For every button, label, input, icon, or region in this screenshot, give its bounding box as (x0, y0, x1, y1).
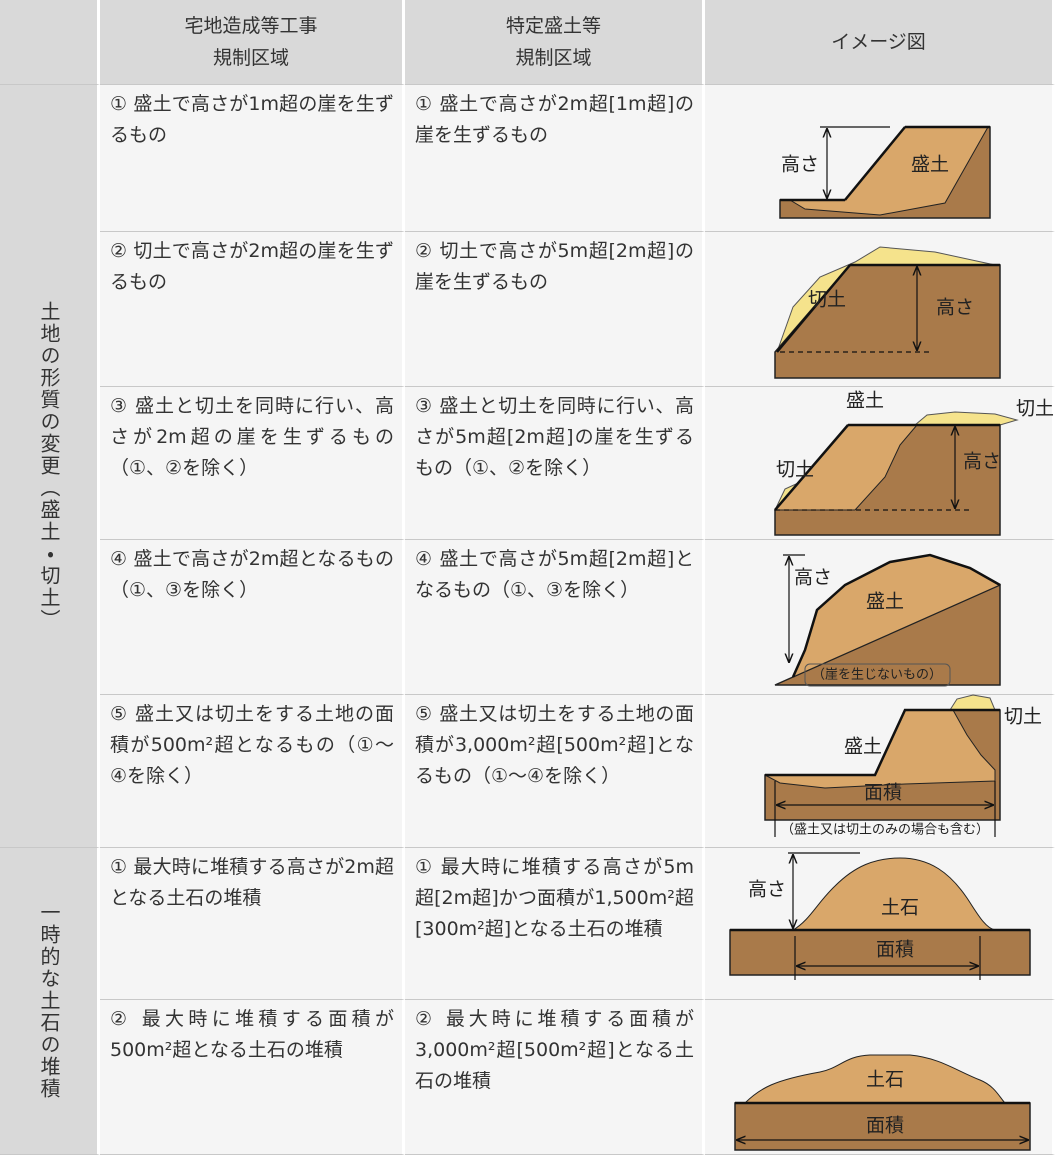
cell: ⑤ 盛土又は切土をする土地の面積が3,000m²超[500m²超]となるもの（①… (405, 695, 705, 848)
diagram-label: 土石 (881, 897, 919, 919)
diagram-label: 切土 (1016, 398, 1054, 420)
cell: ② 切土で高さが5m超[2m超]の崖を生ずるもの (405, 232, 705, 387)
image-cell: 切土 盛土 面積 （盛土又は切土のみの場合も含む） (705, 694, 1055, 848)
image-cell: 土石 面積 (705, 1000, 1055, 1155)
diagram-label: 面積 (876, 939, 914, 961)
diagram: 切土 高さ (774, 246, 1001, 379)
diagram: 高さ 盛土 （崖を生じないもの） (774, 553, 1002, 687)
diagram-caption: （崖を生じないもの） (812, 668, 942, 683)
image-cell: 切土 高さ (705, 232, 1055, 387)
image-cell: 高さ 盛土 （崖を生じないもの） (705, 540, 1055, 695)
header-cell: 宅地造成等工事 規制区域 (100, 0, 405, 85)
cut-soil (949, 694, 996, 711)
caption-box (804, 663, 951, 687)
slope (774, 424, 849, 511)
diagram-label: 盛土 (866, 591, 904, 613)
header-cell: 特定盛土等 規制区域 (405, 0, 705, 85)
cell: ① 盛土で高さが1m超の崖を生ずるもの (100, 85, 405, 232)
slope (776, 264, 851, 353)
cut-soil (913, 411, 1019, 426)
diagram-label: 高さ (748, 879, 786, 901)
soil-pile (791, 857, 996, 931)
mound-outline (791, 553, 1001, 678)
diagram-label: 盛土 (846, 390, 884, 412)
diagram-label: 高さ (963, 451, 1001, 473)
cell: ① 最大時に堆積する高さが2m超となる土石の堆積 (100, 848, 405, 1000)
cell: ④ 盛土で高さが2m超となるもの（①、③を除く） (100, 540, 405, 695)
diagram-label: 高さ (794, 567, 832, 589)
diagram-label: 土石 (866, 1069, 904, 1091)
header-text: 特定盛土等 (505, 15, 601, 37)
cell: ① 最大時に堆積する高さが5m超[2m超]かつ面積が1,500m²超[300m²… (405, 848, 705, 1000)
cell: ② 切土で高さが2m超の崖を生ずるもの (100, 232, 405, 387)
diagram: 高さ 土石 面積 (729, 852, 1031, 980)
diagram-label: 面積 (864, 782, 902, 804)
soil-pile (743, 1054, 1007, 1104)
image-cell: 高さ 盛土 (705, 85, 1055, 232)
diagram-caption: （盛土又は切土のみの場合も含む） (781, 823, 989, 838)
image-cell: 高さ 土石 面積 (705, 848, 1055, 1000)
ground (774, 264, 1001, 379)
group-label: 土地の形質の変更（盛土・切土） (37, 301, 61, 631)
header-cell: イメージ図 (705, 0, 1055, 85)
group-label-cell: 一時的な土石の堆積 (0, 848, 100, 1155)
diagram-label: 切土 (808, 289, 846, 311)
cell: ③ 盛土と切土を同時に行い、高さが2m超の崖を生ずるもの（①、②を除く） (100, 387, 405, 540)
cell: ④ 盛土で高さが5m超[2m超]となるもの（①、③を除く） (405, 540, 705, 695)
cell: ② 最大時に堆積する面積が3,000m²超[500m²超]となる土石の堆積 (405, 1000, 705, 1155)
cell: ③ 盛土と切土を同時に行い、高さが5m超[2m超]の崖を生ずるもの（①、②を除く… (405, 387, 705, 540)
header-text: 規制区域 (212, 47, 289, 69)
diagram-label: 切土 (776, 459, 814, 481)
header-text: 宅地造成等工事 (184, 15, 318, 37)
diagram-label: 高さ (936, 297, 974, 319)
header-blank (0, 0, 100, 85)
diagram: 土石 面積 (734, 1054, 1031, 1151)
header-text: 規制区域 (515, 47, 592, 69)
slope (844, 126, 906, 201)
diagram-label: 盛土 (911, 154, 949, 176)
group-label: 一時的な土石の堆積 (37, 902, 61, 1100)
cell: ⑤ 盛土又は切土をする土地の面積が500m²超となるもの（①～④を除く） (100, 695, 405, 848)
diagram-label: 盛土 (844, 736, 882, 758)
diagram-label: 切土 (1004, 706, 1042, 728)
cell: ① 盛土で高さが2m超[1m超]の崖を生ずるもの (405, 85, 705, 232)
outline (765, 708, 1000, 777)
cell: ② 最大時に堆積する面積が500m²超となる土石の堆積 (100, 1000, 405, 1155)
diagram: 高さ 盛土 (779, 125, 991, 219)
header-text: イメージ図 (831, 31, 926, 53)
image-cell: 盛土 切土 切土 高さ (705, 387, 1055, 540)
diagram: 切土 盛土 面積 （盛土又は切土のみの場合も含む） (764, 694, 1042, 838)
diagram-label: 面積 (866, 1115, 904, 1137)
diagram: 盛土 切土 切土 高さ (773, 390, 1054, 536)
diagram-label: 高さ (781, 154, 819, 176)
group-label-cell: 土地の形質の変更（盛土・切土） (0, 85, 100, 848)
